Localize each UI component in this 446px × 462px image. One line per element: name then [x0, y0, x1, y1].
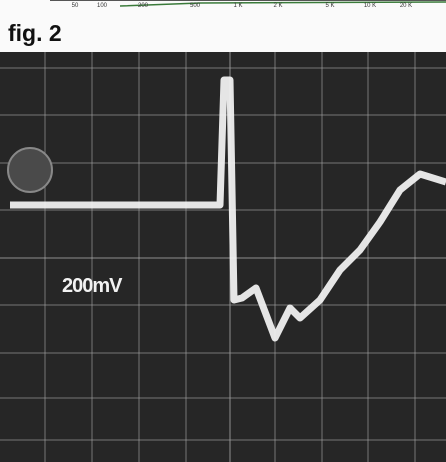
axis-tick-label: 5 K	[325, 3, 334, 9]
graticule	[0, 52, 446, 462]
screen-knob	[7, 147, 53, 193]
axis-tick-label: 2 K	[273, 3, 282, 9]
waveform-trace	[10, 76, 446, 342]
axis-tick-label: 20 K	[400, 3, 412, 9]
axis-tick-label: 200	[138, 3, 149, 9]
axis-tick-label: 1 K	[233, 3, 242, 9]
axis-tick-label: 500	[190, 3, 201, 9]
previous-curve	[119, 1, 446, 7]
axis-tick-label: 50	[72, 3, 79, 9]
figure-caption: fig. 2	[8, 20, 62, 46]
scope-label: 200mV	[62, 275, 123, 297]
axis-tick-label: 100	[97, 3, 108, 9]
axis-tick-label: 10 K	[364, 3, 376, 9]
previous-axis-labels: 50 100 200 500 1 K 2 K 5 K 10 K 20 K	[72, 3, 413, 9]
